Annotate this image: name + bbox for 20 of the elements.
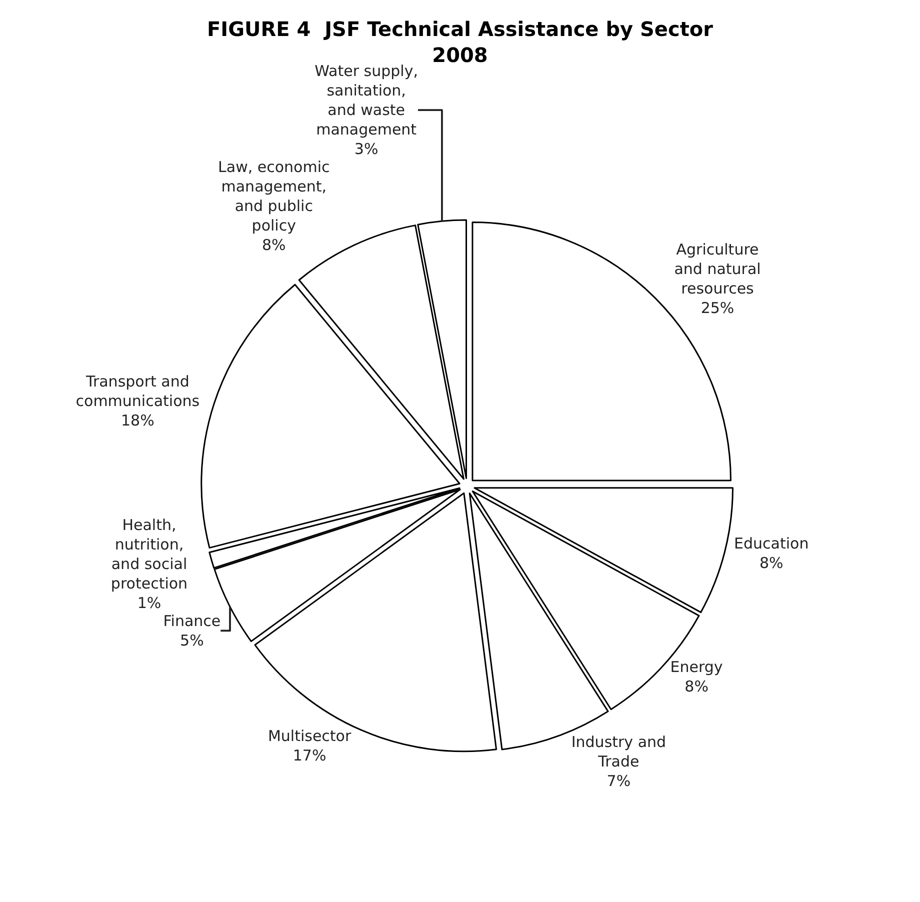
data-label: 8% xyxy=(759,554,784,572)
data-label: 25% xyxy=(700,299,734,318)
slice-label: Industry and Trade xyxy=(571,733,666,771)
data-label: 18% xyxy=(121,412,154,430)
data-label: 5% xyxy=(180,631,204,650)
data-label: 17% xyxy=(292,746,326,765)
slice-label: Health, nutrition, and social protection xyxy=(110,516,188,592)
slice-label: Education xyxy=(734,534,809,553)
data-label: 8% xyxy=(262,236,286,254)
data-label: 8% xyxy=(684,678,708,696)
slice-label: Law, economic management, and public policy xyxy=(218,158,330,235)
slice-label: Multisector xyxy=(268,727,352,746)
slice-label: Water supply, sanitation, and waste management xyxy=(314,62,418,139)
data-label: 7% xyxy=(606,772,631,790)
data-label: 3% xyxy=(354,140,378,158)
slice-label: Energy xyxy=(670,658,723,676)
slice-label: Transport and communications xyxy=(76,372,200,410)
data-label: 1% xyxy=(137,594,162,612)
slice-label: Finance xyxy=(163,612,221,630)
slice-label: Agriculture and natural resources xyxy=(674,240,761,298)
